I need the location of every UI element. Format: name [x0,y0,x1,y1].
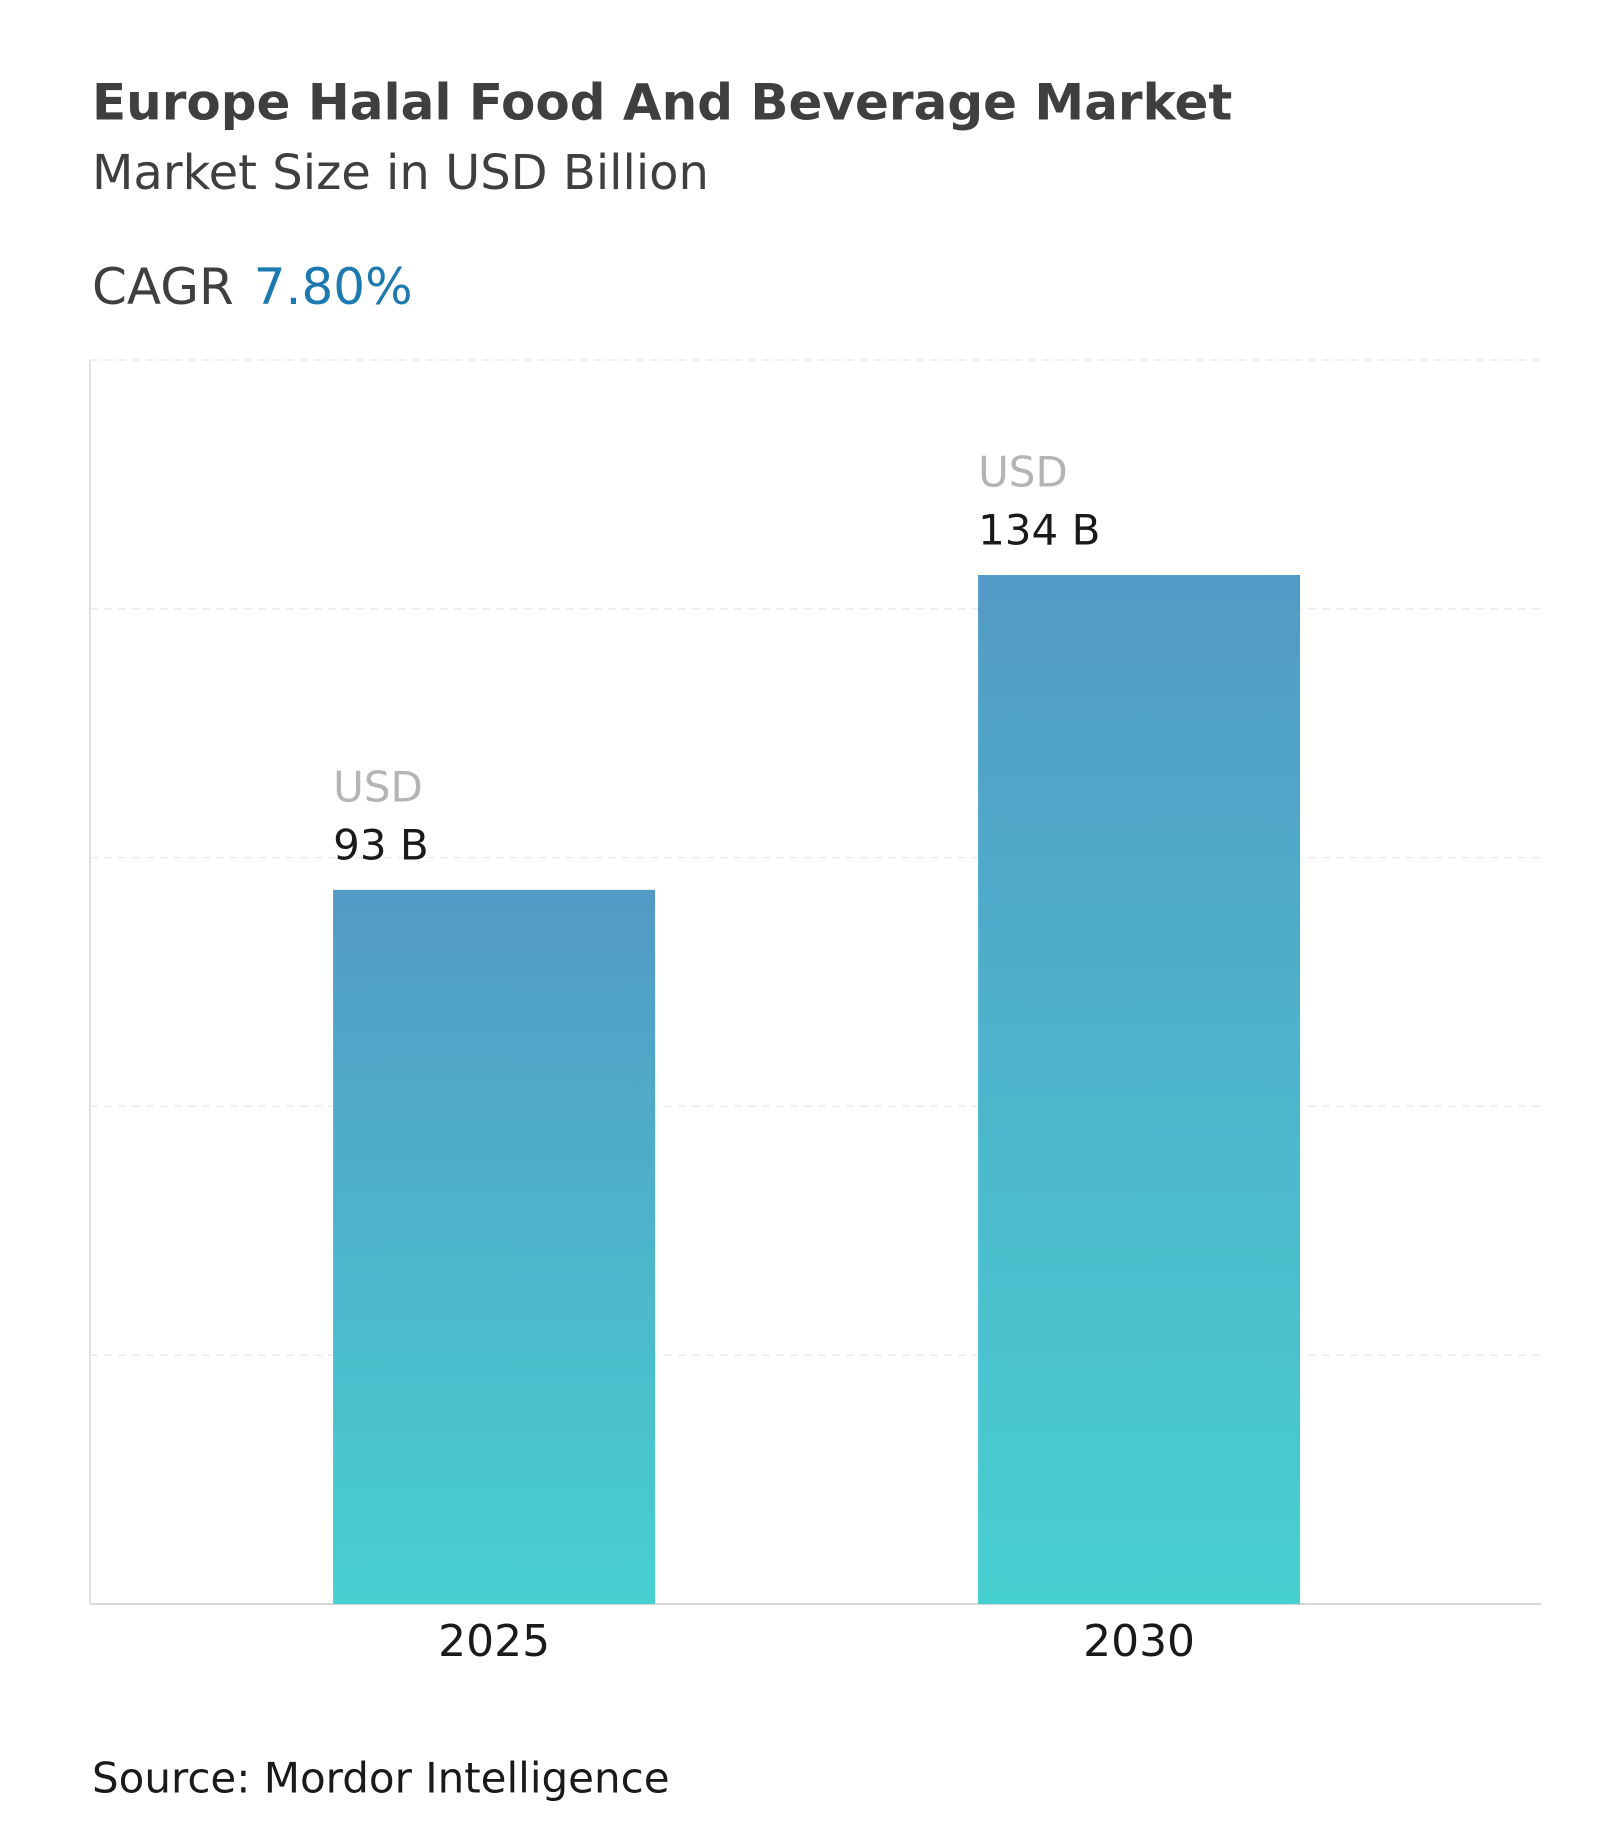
cagr-label: CAGR [92,258,234,316]
bar [978,575,1301,1604]
source: Source: Mordor Intelligence [92,1754,670,1803]
cagr: CAGR 7.80% [92,258,413,316]
value-label-prefix: USD [978,448,1068,497]
chart-subtitle: Market Size in USD Billion [92,145,709,201]
value-label: 134 B [978,506,1100,555]
x-tick-label: 2025 [438,1616,550,1667]
bar [333,889,656,1604]
x-tick-label: 2030 [1083,1616,1195,1667]
value-label-prefix: USD [333,762,423,811]
cagr-value: 7.80% [254,258,413,316]
value-label: 93 B [333,820,429,869]
chart-title: Europe Halal Food And Beverage Market [92,74,1232,132]
